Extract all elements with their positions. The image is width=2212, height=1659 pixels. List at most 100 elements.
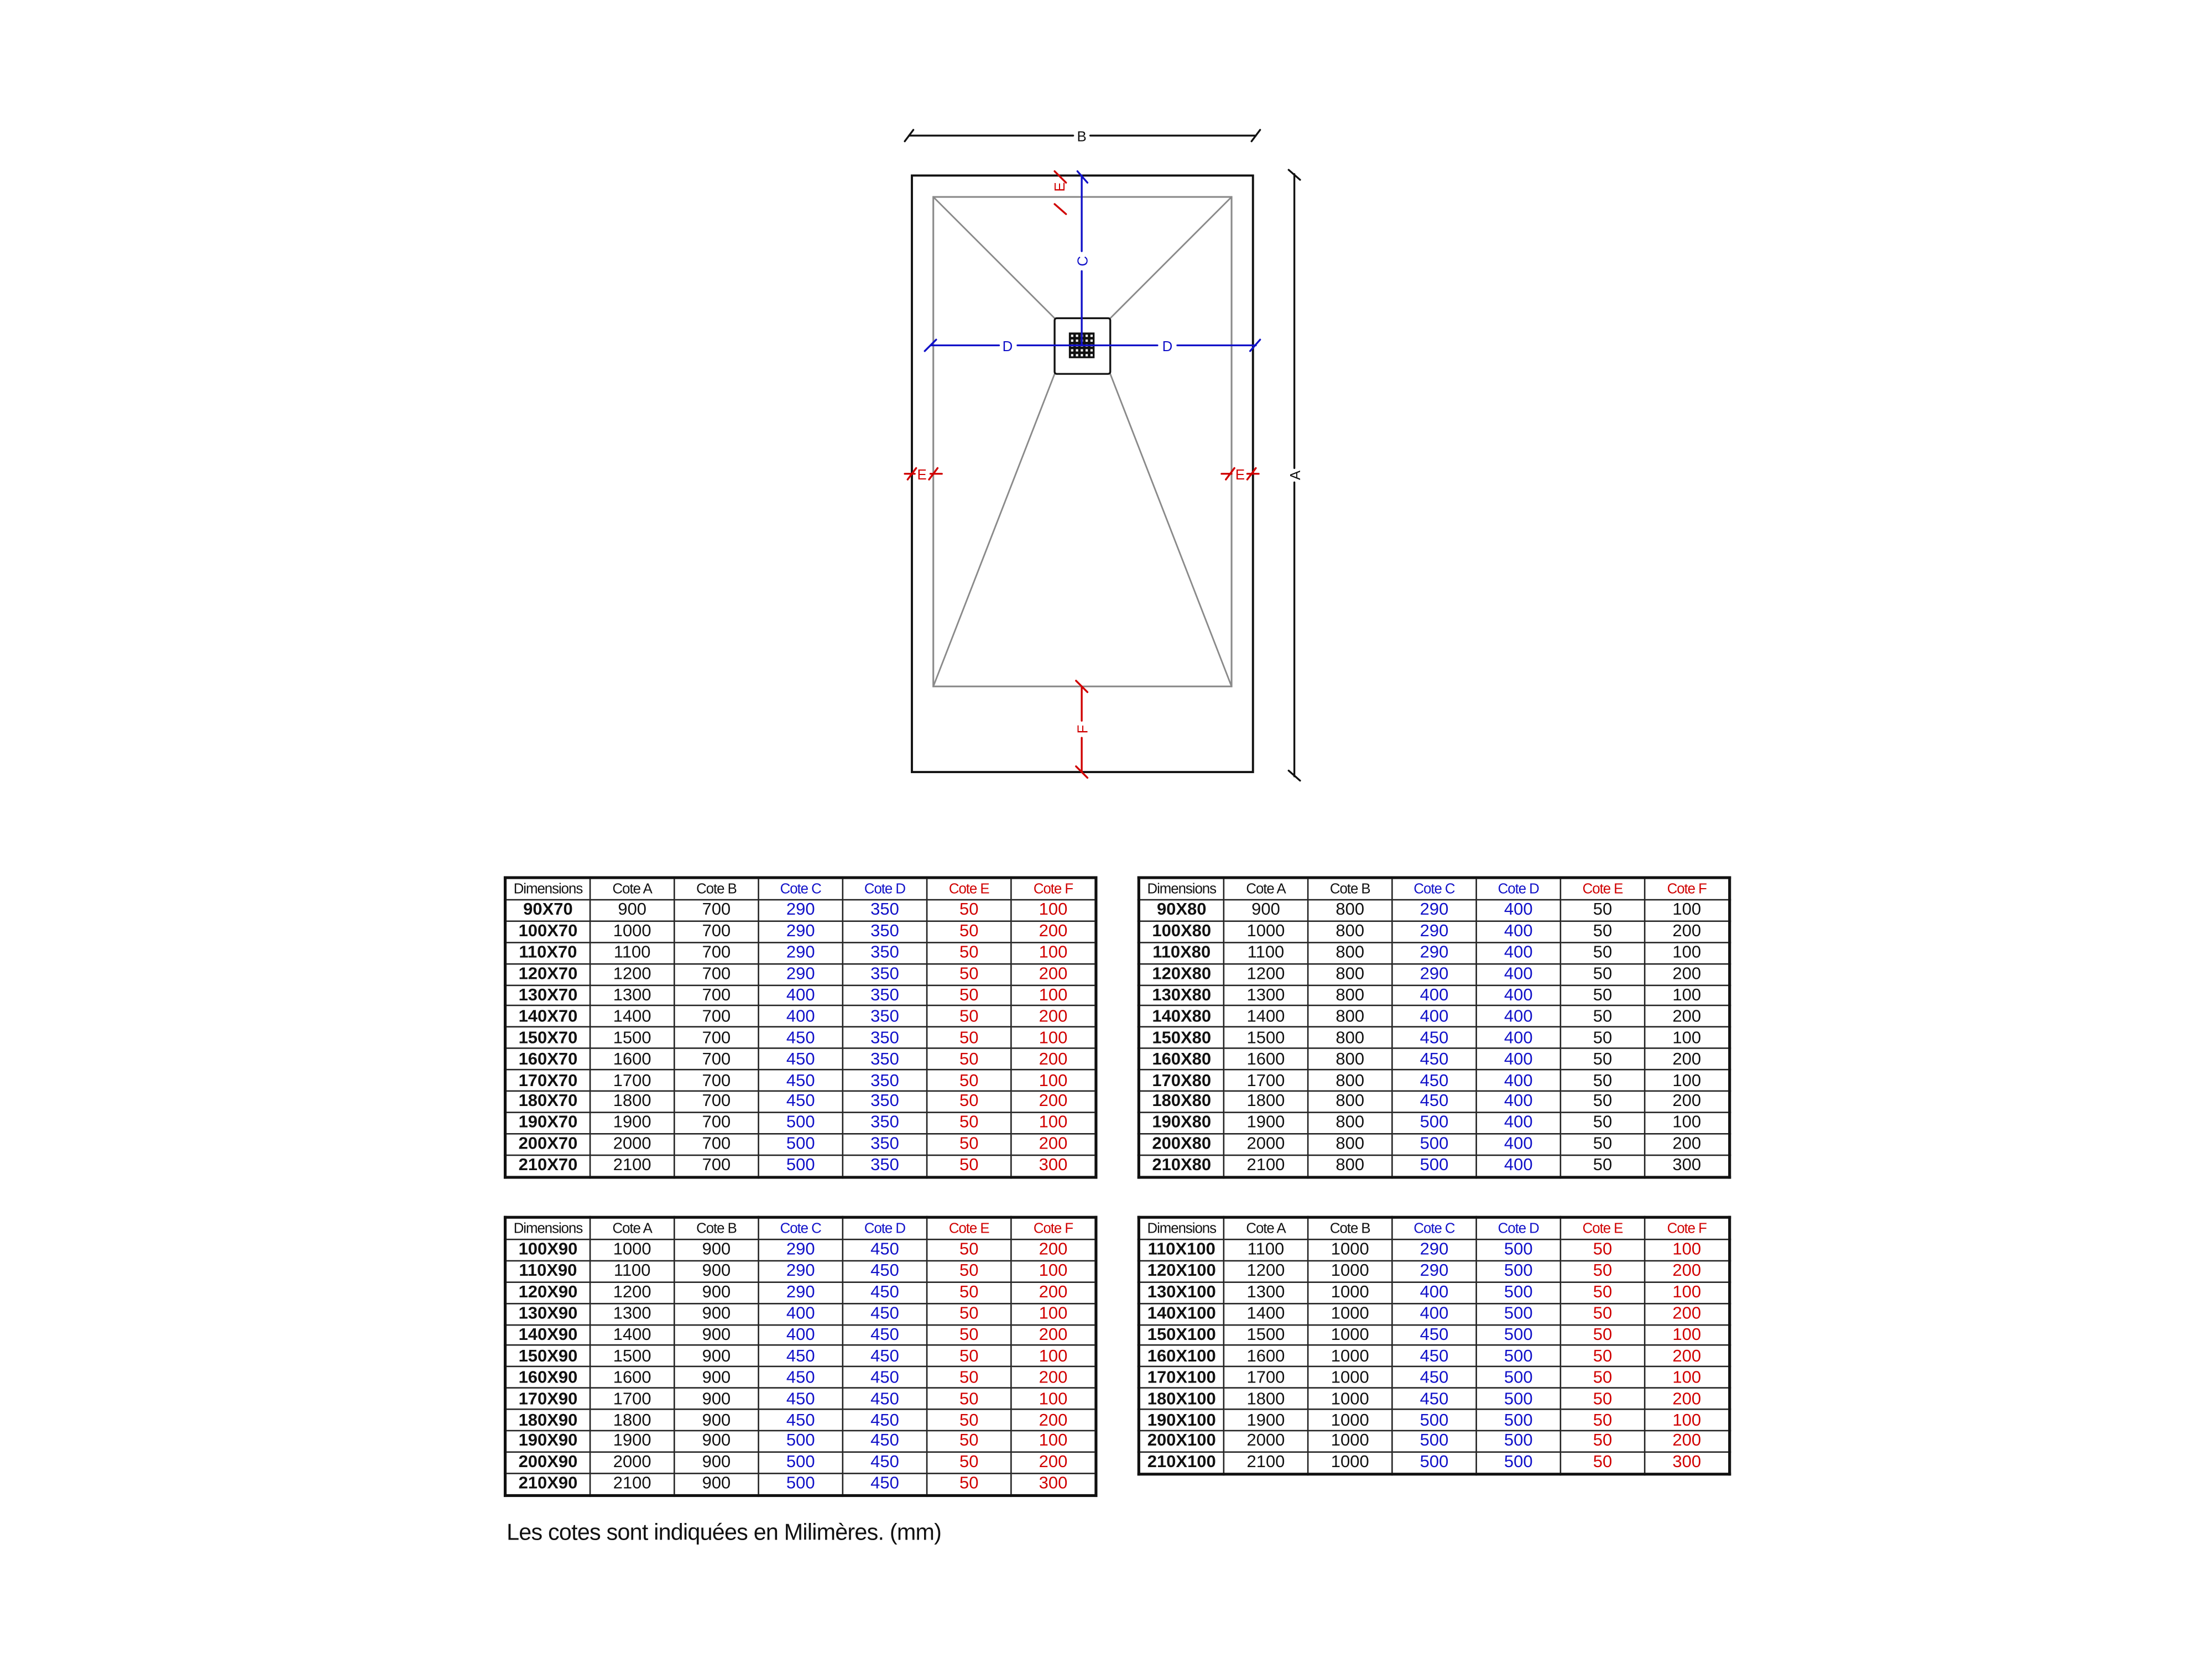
value-cell: 400 — [758, 1005, 844, 1028]
dimension-cell: 160X100 — [1138, 1345, 1225, 1368]
value-cell: 900 — [674, 1387, 759, 1410]
value-cell: 700 — [674, 1026, 759, 1050]
value-cell: 500 — [1391, 1154, 1477, 1178]
grate-hole — [1076, 349, 1078, 352]
value-cell: 800 — [1307, 920, 1393, 943]
dimension-cell: 120X70 — [504, 963, 591, 986]
column-header: Cote C — [1391, 1217, 1477, 1240]
dimension-cell: 190X100 — [1138, 1408, 1225, 1432]
value-cell: 500 — [758, 1154, 844, 1178]
value-cell: 50 — [1559, 1430, 1646, 1453]
value-cell: 700 — [674, 1133, 759, 1156]
value-cell: 800 — [1307, 1069, 1393, 1092]
table-header-row: Dimensions Cote A Cote B Cote C Cote D Cote E… — [1138, 1217, 1730, 1240]
value-cell: 50 — [926, 1323, 1012, 1347]
value-cell: 350 — [842, 963, 928, 986]
value-cell: 100 — [1644, 1026, 1730, 1050]
value-cell: 1600 — [589, 1366, 675, 1389]
value-cell: 700 — [674, 984, 759, 1007]
value-cell: 500 — [1475, 1408, 1562, 1432]
table-row: 180X90 1800 900 450 450 50 200 — [504, 1408, 1097, 1432]
value-cell: 1600 — [1223, 1047, 1309, 1071]
table-header-row: Dimensions Cote A Cote B Cote C Cote D Cote E… — [504, 1217, 1097, 1240]
table-row: 110X100 1100 1000 290 500 50 100 — [1138, 1238, 1730, 1261]
value-cell: 100 — [1010, 1302, 1097, 1326]
value-cell: 1600 — [1223, 1345, 1309, 1368]
label-c: C — [1075, 256, 1091, 267]
value-cell: 50 — [1559, 1281, 1646, 1304]
value-cell: 200 — [1644, 1430, 1730, 1453]
value-cell: 50 — [926, 1281, 1012, 1304]
value-cell: 1800 — [589, 1408, 675, 1432]
column-header: Dimensions — [504, 1217, 591, 1240]
table-row: 130X100 1300 1000 400 500 50 100 — [1138, 1281, 1730, 1304]
value-cell: 500 — [1475, 1451, 1562, 1475]
value-cell: 450 — [842, 1323, 928, 1347]
dim-tick — [1287, 169, 1301, 181]
table-row: 190X70 1900 700 500 350 50 100 — [504, 1112, 1097, 1135]
value-cell: 800 — [1307, 1112, 1393, 1135]
value-cell: 100 — [1644, 1238, 1730, 1261]
value-cell: 50 — [1559, 1260, 1646, 1283]
dimension-cell: 200X70 — [504, 1133, 591, 1156]
table-row: 170X80 1700 800 450 400 50 100 — [1138, 1069, 1730, 1092]
column-header: Cote F — [1010, 877, 1097, 901]
dimension-cell: 120X90 — [504, 1281, 591, 1304]
value-cell: 200 — [1644, 1387, 1730, 1410]
column-header: Cote E — [926, 877, 1012, 901]
value-cell: 1500 — [589, 1026, 675, 1050]
value-cell: 50 — [1559, 1133, 1646, 1156]
dim-tick — [1287, 769, 1301, 782]
value-cell: 400 — [1391, 1281, 1477, 1304]
value-cell: 50 — [926, 1133, 1012, 1156]
dimension-cell: 170X100 — [1138, 1366, 1225, 1389]
value-cell: 290 — [758, 1260, 844, 1283]
value-cell: 100 — [1644, 1281, 1730, 1304]
table-row: 150X80 1500 800 450 400 50 100 — [1138, 1026, 1730, 1050]
value-cell: 200 — [1010, 1451, 1097, 1474]
value-cell: 2000 — [589, 1451, 675, 1474]
dimension-cell: 100X70 — [504, 920, 591, 943]
slope-lines — [932, 196, 1233, 687]
table-row: 120X100 1200 1000 290 500 50 200 — [1138, 1260, 1730, 1283]
value-cell: 500 — [1391, 1133, 1477, 1156]
value-cell: 100 — [1010, 941, 1097, 964]
value-cell: 500 — [1475, 1302, 1562, 1326]
dimension-cell: 180X70 — [504, 1090, 591, 1113]
value-cell: 100 — [1644, 984, 1730, 1007]
value-cell: 50 — [926, 1345, 1012, 1368]
dim-tick — [1249, 338, 1261, 352]
column-header: Cote E — [926, 1217, 1012, 1240]
value-cell: 50 — [1559, 963, 1646, 986]
value-cell: 500 — [1475, 1345, 1562, 1368]
value-cell: 450 — [1391, 1387, 1477, 1410]
column-header: Cote D — [842, 1217, 928, 1240]
value-cell: 50 — [926, 1069, 1012, 1092]
dimension-cell: 190X90 — [504, 1430, 591, 1453]
value-cell: 450 — [1391, 1366, 1477, 1389]
value-cell: 500 — [1475, 1281, 1562, 1304]
value-cell: 1400 — [589, 1323, 675, 1347]
dimension-cell: 190X80 — [1138, 1112, 1225, 1135]
value-cell: 1000 — [1307, 1387, 1393, 1410]
value-cell: 50 — [926, 1112, 1012, 1135]
value-cell: 1000 — [1307, 1260, 1393, 1283]
value-cell: 50 — [1559, 899, 1646, 922]
table-row: 210X70 2100 700 500 350 50 300 — [504, 1154, 1097, 1178]
value-cell: 1000 — [1307, 1281, 1393, 1304]
value-cell: 1000 — [1307, 1238, 1393, 1261]
value-cell: 200 — [1644, 1047, 1730, 1071]
value-cell: 350 — [842, 1026, 928, 1050]
value-cell: 200 — [1010, 1323, 1097, 1347]
value-cell: 200 — [1644, 920, 1730, 943]
value-cell: 50 — [1559, 1069, 1646, 1092]
grate-hole — [1086, 349, 1088, 352]
table-row: 150X100 1500 1000 450 500 50 100 — [1138, 1323, 1730, 1347]
value-cell: 1400 — [1223, 1005, 1309, 1028]
value-cell: 400 — [1475, 899, 1562, 922]
value-cell: 700 — [674, 1069, 759, 1092]
grate-hole — [1076, 354, 1078, 357]
value-cell: 100 — [1010, 1112, 1097, 1135]
value-cell: 450 — [1391, 1090, 1477, 1113]
value-cell: 2100 — [589, 1472, 675, 1496]
